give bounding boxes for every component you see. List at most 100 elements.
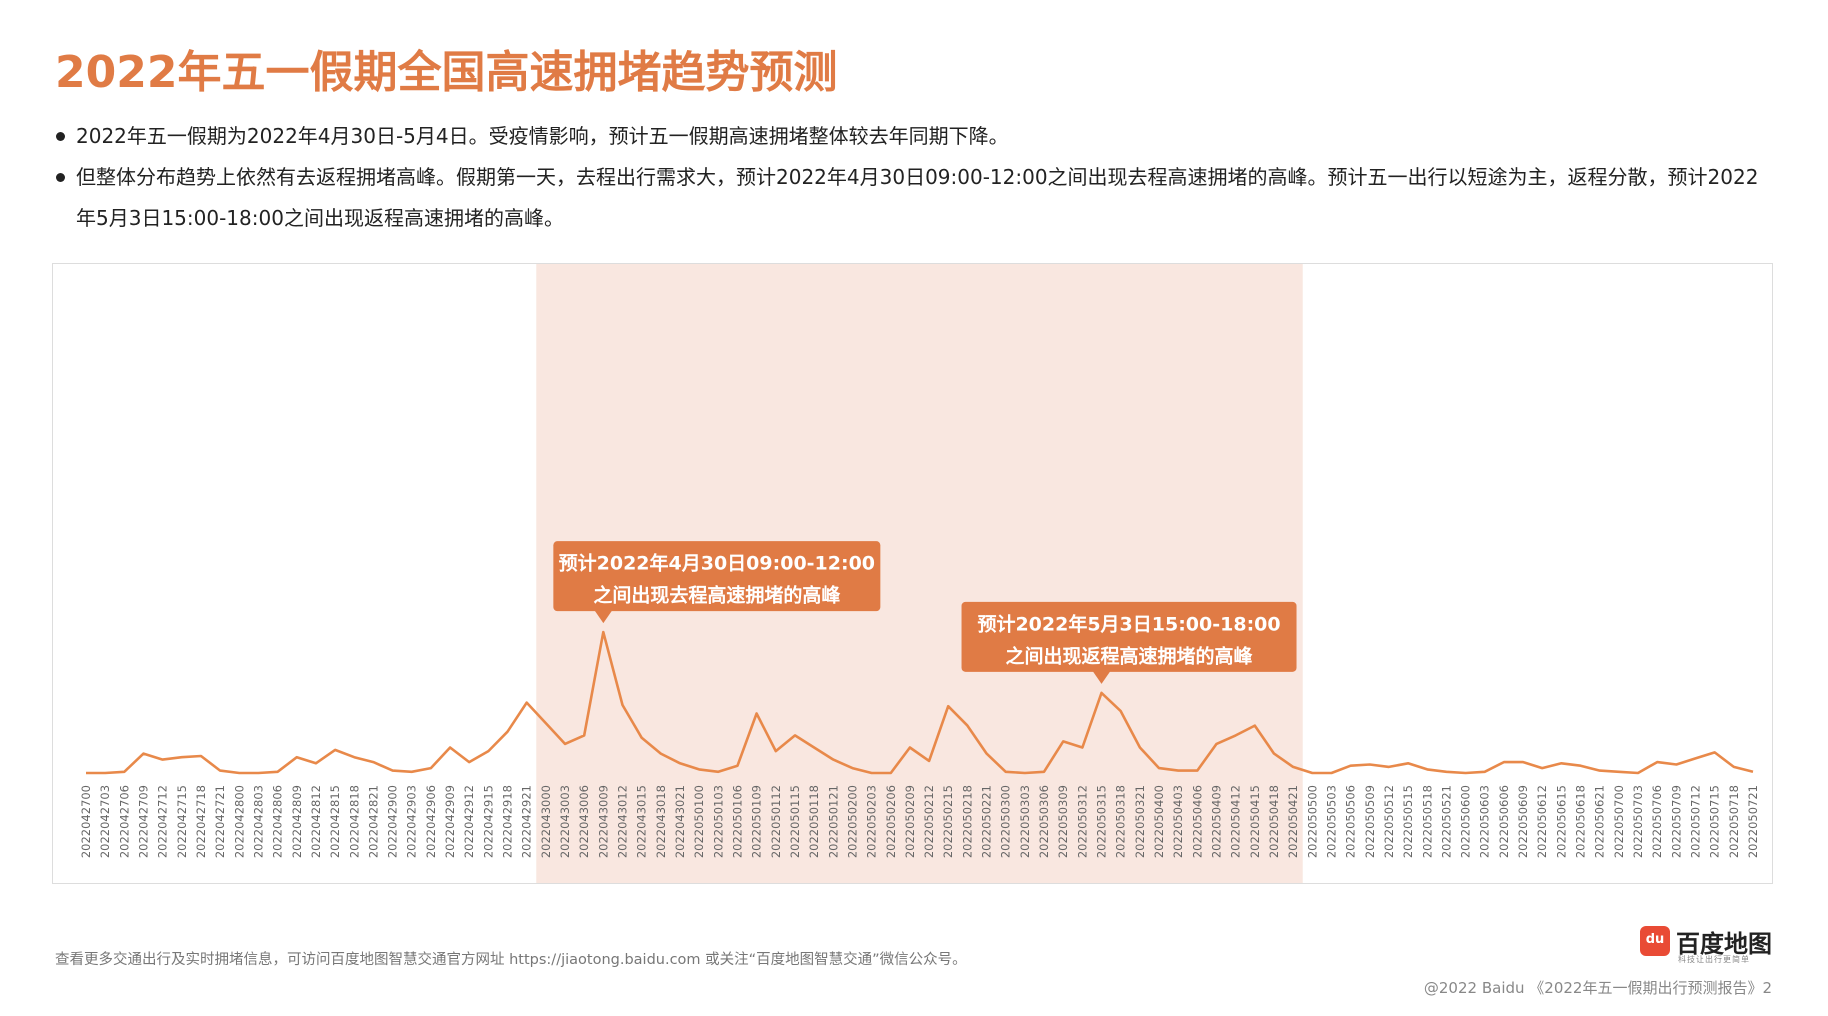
- x-tick-label: 2022042700: [79, 785, 93, 858]
- x-tick-label: 2022042721: [213, 785, 227, 858]
- x-tick-label: 2022050515: [1401, 785, 1415, 858]
- x-tick-label: 2022042712: [156, 785, 170, 858]
- x-tick-label: 2022050603: [1478, 785, 1492, 858]
- x-tick-label: 2022050209: [903, 785, 917, 858]
- x-tick-label: 2022050312: [1075, 785, 1089, 858]
- x-tick-label: 2022050503: [1324, 785, 1338, 858]
- x-tick-label: 2022042803: [251, 785, 265, 858]
- annotation: 预计2022年4月30日09:00-12:00 之间出现去程高速拥堵的高峰: [553, 541, 881, 624]
- x-tick-label: 2022050200: [845, 785, 859, 858]
- x-tick-label: 2022050309: [1056, 785, 1070, 858]
- footer-note: 查看更多交通出行及实时拥堵信息，可访问百度地图智慧交通官方网址 https://…: [55, 952, 967, 968]
- x-tick-label: 2022050321: [1133, 785, 1147, 858]
- x-tick-label: 2022050300: [999, 785, 1013, 858]
- x-tick-label: 2022050112: [769, 785, 783, 858]
- x-tick-label: 2022050203: [865, 785, 879, 858]
- x-tick-label: 2022050218: [960, 785, 974, 858]
- x-tick-label: 2022042718: [194, 785, 208, 858]
- logo-icon: du: [1640, 926, 1670, 956]
- x-tick-label: 2022042715: [175, 785, 189, 858]
- x-tick-label: 2022042709: [136, 785, 150, 858]
- x-tick-label: 2022042818: [347, 785, 361, 858]
- x-tick-label: 2022043021: [673, 785, 687, 858]
- page-title: 2022年五一假期全国高速拥堵趋势预测: [55, 47, 838, 98]
- x-tick-label: 2022042821: [366, 785, 380, 858]
- x-tick-label: 2022050721: [1746, 785, 1760, 858]
- x-tick-label: 2022043003: [558, 785, 572, 858]
- x-tick-label: 2022042815: [328, 785, 342, 858]
- x-tick-label: 2022050315: [1095, 785, 1109, 858]
- x-tick-label: 2022050621: [1593, 785, 1607, 858]
- x-tick-label: 2022042806: [271, 785, 285, 858]
- chart: 2022042700 2022042703 2022042706 2022042709…: [52, 263, 1773, 884]
- x-tick-label: 2022042706: [117, 785, 131, 858]
- annotation-text: 预计2022年4月30日09:00-12:00: [559, 552, 875, 575]
- x-tick-label: 2022050706: [1650, 785, 1664, 858]
- annotation-text: 之间出现去程高速拥堵的高峰: [593, 584, 841, 607]
- annotation: 预计2022年5月3日15:00-18:00 之间出现返程高速拥堵的高峰: [961, 601, 1297, 684]
- x-tick-label: 2022050306: [1037, 785, 1051, 858]
- x-tick-label: 2022050600: [1459, 785, 1473, 858]
- x-tick-label: 2022050512: [1382, 785, 1396, 858]
- bullet-list: 2022年五一假期为2022年4月30日-5月4日。受疫情影响，预计五一假期高速…: [56, 116, 1776, 239]
- x-tick-label: 2022050612: [1535, 785, 1549, 858]
- x-tick-label: 2022050115: [788, 785, 802, 858]
- x-tick-label: 2022042903: [405, 785, 419, 858]
- annotation-box: [553, 541, 881, 612]
- x-tick-label: 2022050318: [1114, 785, 1128, 858]
- x-tick-label: 2022042909: [443, 785, 457, 858]
- annotation-text: 预计2022年5月3日15:00-18:00: [977, 612, 1280, 635]
- x-tick-label: 2022050412: [1229, 785, 1243, 858]
- x-tick-label: 2022050303: [1018, 785, 1032, 858]
- bullet: 但整体分布趋势上依然有去返程拥堵高峰。假期第一天，去程出行需求大，预计2022年…: [56, 157, 1776, 239]
- x-tick-label: 2022050715: [1708, 785, 1722, 858]
- chart-frame: [52, 263, 1773, 884]
- bullet: 2022年五一假期为2022年4月30日-5月4日。受疫情影响，预计五一假期高速…: [56, 116, 1776, 157]
- line: [86, 630, 1754, 775]
- x-tick-label: 2022050615: [1554, 785, 1568, 858]
- x-tick-label: 2022050521: [1439, 785, 1453, 858]
- logo: du 百度地图 科技让出行更简单: [1640, 926, 1776, 964]
- x-tick-label: 2022050712: [1689, 785, 1703, 858]
- x-tick-label: 2022042918: [501, 785, 515, 858]
- x-tick-label: 2022050500: [1305, 785, 1319, 858]
- x-tick-label: 2022042906: [424, 785, 438, 858]
- x-tick-label: 2022042809: [290, 785, 304, 858]
- x-tick-label: 2022042812: [309, 785, 323, 858]
- x-tick-label: 2022050118: [807, 785, 821, 858]
- x-tick-label: 2022042800: [232, 785, 246, 858]
- x-tick-label: 2022050703: [1631, 785, 1645, 858]
- x-tick-label: 2022050109: [750, 785, 764, 858]
- x-tick-label: 2022043012: [616, 785, 630, 858]
- x-tick-label: 2022050606: [1497, 785, 1511, 858]
- x-tick-label: 2022050518: [1420, 785, 1434, 858]
- x-tick-label: 2022043018: [654, 785, 668, 858]
- x-tick-label: 2022050421: [1286, 785, 1300, 858]
- annotation-pointer: [594, 610, 613, 624]
- x-tick-label: 2022042703: [98, 785, 112, 858]
- x-tick-label: 2022050212: [922, 785, 936, 858]
- x-tick-label: 2022050509: [1363, 785, 1377, 858]
- x-tick-label: 2022050106: [730, 785, 744, 858]
- x-tick-label: 2022042915: [481, 785, 495, 858]
- x-tick-label: 2022050215: [941, 785, 955, 858]
- copyright: @2022 Baidu 《2022年五一假期出行预测报告》2: [1423, 979, 1772, 997]
- x-tick-label: 2022050406: [1190, 785, 1204, 858]
- logo-name: 百度地图: [1676, 930, 1772, 958]
- x-tick-label: 2022042921: [520, 785, 534, 858]
- x-tick-label: 2022050709: [1669, 785, 1683, 858]
- x-tick-label: 2022050418: [1267, 785, 1281, 858]
- x-tick-label: 2022050221: [980, 785, 994, 858]
- x-tick-label: 2022050103: [711, 785, 725, 858]
- x-tick-label: 2022042912: [462, 785, 476, 858]
- x-tick-label: 2022050409: [1209, 785, 1223, 858]
- x-tick-label: 2022043009: [596, 785, 610, 858]
- x-tick-label: 2022050403: [1171, 785, 1185, 858]
- x-tick-label: 2022043015: [635, 785, 649, 858]
- x-tick-label: 2022042900: [386, 785, 400, 858]
- x-tick-label: 2022050100: [692, 785, 706, 858]
- x-tick-label: 2022050609: [1516, 785, 1530, 858]
- x-tick-label: 2022050718: [1727, 785, 1741, 858]
- x-tick-label: 2022050121: [826, 785, 840, 858]
